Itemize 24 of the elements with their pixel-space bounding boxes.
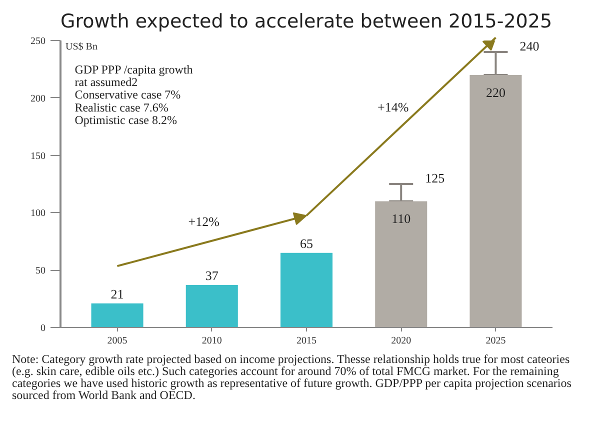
annotation: 240 (520, 38, 540, 54)
y-axis-title: US$ Bn (66, 42, 98, 52)
annotation: +14% (378, 100, 409, 115)
x-tick-label: 2005 (107, 336, 128, 346)
text: Note: Category growth rate projected based on income projections. Thesse relationship holds true for most cateories (e.g. skin care, edible oils etc.) Such categories account for around 70% of total FMCG market. For the remaining categories we have used historic growth as representative of future growth. GDP/PPP per capita projection scenarios sourced from World Bank and OECD. (12, 352, 572, 402)
data-label: 37 (205, 268, 219, 284)
data-label: 110 (392, 211, 411, 226)
x-tick-label: 2025 (486, 336, 506, 346)
y-tick-label: 0 (40, 323, 46, 334)
data-label: 21 (110, 286, 124, 302)
chart-title: Growth expected to accelerate between 2015-2025 (60, 10, 552, 32)
y-tick-label: 250 (30, 36, 46, 47)
x-tick-label: 2020 (391, 336, 412, 346)
y-tick-label: 100 (30, 208, 46, 220)
x-tick-label: 2015 (296, 336, 316, 346)
data-label: 220 (486, 84, 506, 100)
y-tick-label: 50 (36, 266, 46, 277)
y-tick-label: 200 (30, 93, 46, 104)
y-tick-label: 150 (30, 150, 46, 162)
x-tick-label: 2010 (202, 336, 222, 346)
annotation: +12% (188, 214, 220, 229)
data-label: 65 (300, 236, 313, 251)
annotation: GDP PPP /capita growth rat assumed2 Conservative case 7% Realistic case 7.6% Optimistic case 8.2% (74, 62, 193, 127)
annotation: 125 (425, 170, 445, 186)
